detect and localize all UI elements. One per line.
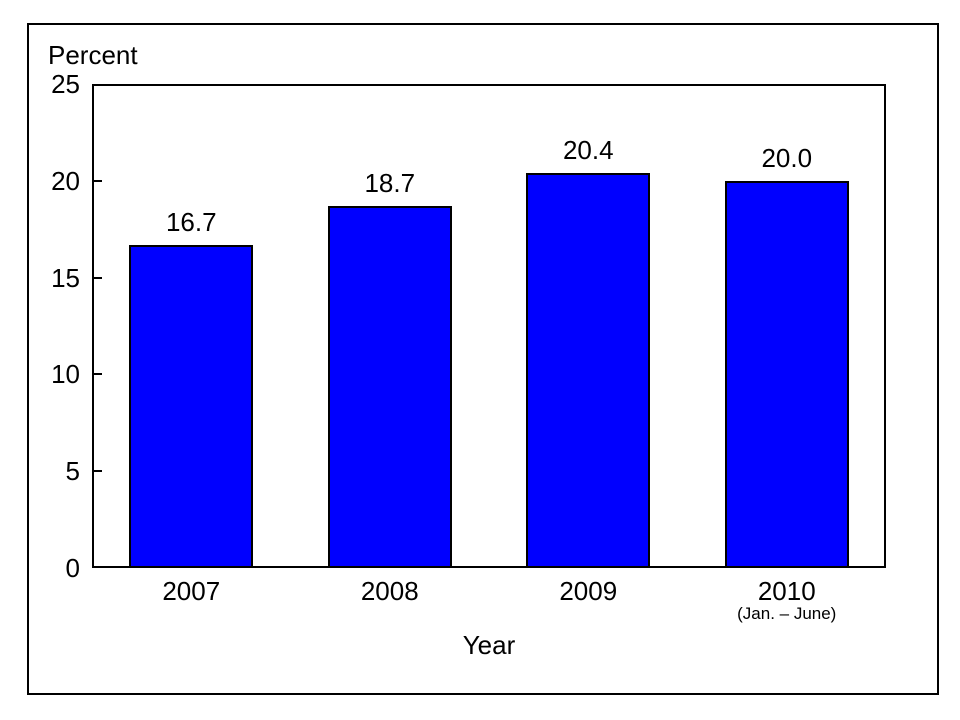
bar-value-label: 18.7 <box>364 167 416 198</box>
y-axis-unit-label: Percent <box>48 40 138 70</box>
figure-border <box>27 23 939 695</box>
bar-2008 <box>327 205 452 568</box>
y-tick-mark <box>94 179 102 182</box>
y-tick-mark <box>94 276 102 279</box>
x-tick-label: 2009 <box>559 576 618 606</box>
bar-2007 <box>129 244 254 568</box>
bar-value-label: 20.4 <box>562 135 614 166</box>
bar-value-label: 20.0 <box>761 142 813 173</box>
y-tick-mark <box>94 470 102 473</box>
bar-2010 <box>724 180 849 568</box>
y-tick-mark <box>94 373 102 376</box>
x-tick-label: 2007 <box>162 576 221 606</box>
y-tick-label: 25 <box>51 69 80 99</box>
bar-2009 <box>526 173 651 568</box>
y-tick-label: 20 <box>51 165 80 196</box>
x-tick-sublabel: (Jan. – June) <box>737 604 837 623</box>
y-tick-label: 5 <box>65 456 80 487</box>
x-tick-label: 2010 <box>757 576 816 606</box>
bar-value-label: 16.7 <box>165 206 217 237</box>
y-tick-label: 0 <box>65 553 80 583</box>
y-tick-label: 15 <box>51 262 80 293</box>
x-tick-label: 2008 <box>360 576 419 606</box>
y-tick-label: 10 <box>51 359 80 390</box>
x-axis-title: Year <box>462 630 516 660</box>
